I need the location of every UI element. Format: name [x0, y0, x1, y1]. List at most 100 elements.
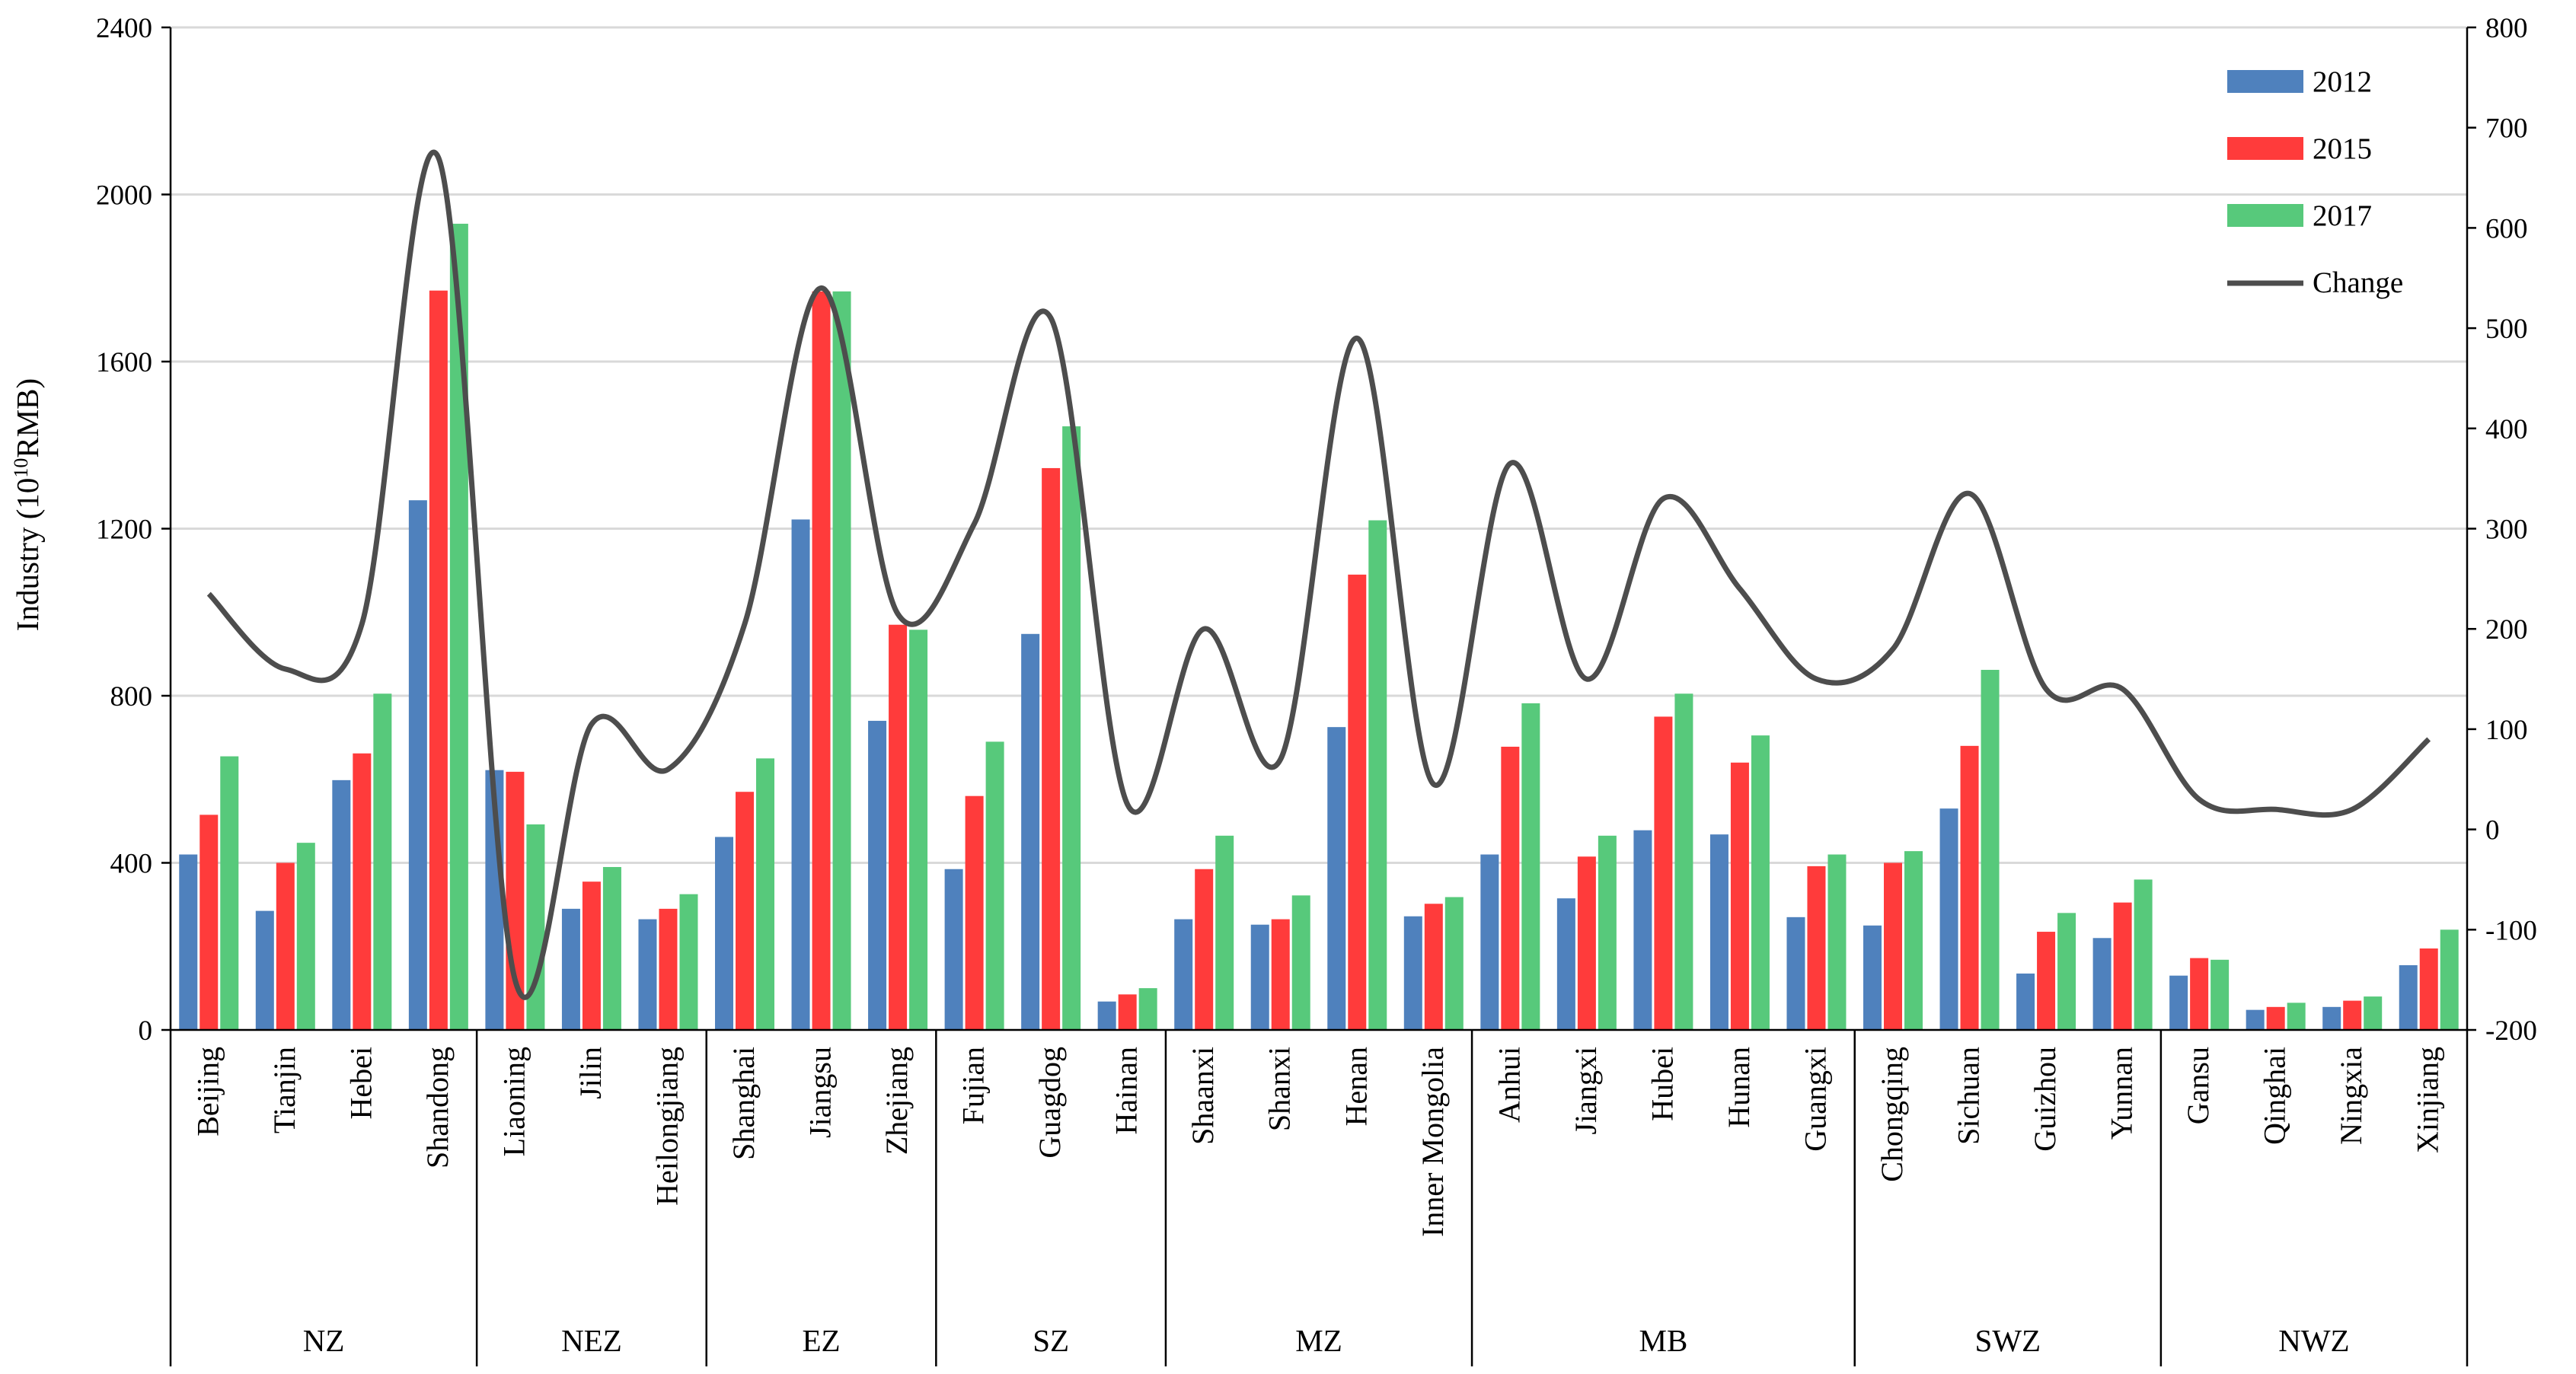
- bar-2012-shanxi: [1250, 924, 1269, 1030]
- bar-2017-guizhou: [2057, 913, 2076, 1030]
- category-label: Jiangxi: [1569, 1047, 1603, 1135]
- bar-2012-hunan: [1709, 834, 1729, 1030]
- left-tick-label: 2400: [96, 13, 152, 44]
- bar-2012-fujian: [944, 869, 963, 1030]
- right-tick-label: 100: [2485, 715, 2528, 746]
- category-label: Hunan: [1722, 1047, 1756, 1128]
- bar-2012-shandong: [408, 500, 427, 1030]
- left-tick-label: 1600: [96, 347, 152, 378]
- category-label: Liaoning: [496, 1047, 531, 1156]
- legend-swatch-2017: [2227, 204, 2303, 227]
- bar-2015-jiangxi: [1577, 856, 1596, 1030]
- bar-2015-jilin: [582, 881, 601, 1030]
- category-label: Chongqing: [1875, 1047, 1909, 1182]
- change-line: [206, 149, 2431, 1000]
- bar-2017-guangxi: [1827, 854, 1847, 1030]
- category-label: Guagdog: [1033, 1047, 1067, 1159]
- bar-2012-qinghai: [2246, 1009, 2265, 1030]
- category-label: Zhejiang: [879, 1047, 914, 1155]
- category-label: Ningxia: [2334, 1047, 2368, 1145]
- bar-2017-hainan: [1138, 988, 1157, 1030]
- category-label: Anhui: [1492, 1047, 1526, 1123]
- bar-2017-qinghai: [2287, 1003, 2306, 1030]
- category-label: Hubei: [1645, 1047, 1679, 1121]
- category-label: Hainan: [1109, 1047, 1144, 1135]
- left-tick-label: 2000: [96, 180, 152, 212]
- bar-2017-hunan: [1751, 735, 1770, 1030]
- bar-2015-guagdog: [1042, 467, 1061, 1030]
- bar-2012-xinjiang: [2399, 964, 2418, 1030]
- legend: 2012 2015 2017 Change: [2227, 65, 2403, 299]
- bar-2017-heilongjiang: [679, 894, 698, 1030]
- bar-2015-guizhou: [2037, 932, 2056, 1030]
- bar-2017-jiangsu: [832, 291, 851, 1030]
- bar-2017-fujian: [985, 741, 1004, 1030]
- bar-2012-hebei: [332, 779, 351, 1030]
- bar-2015-hubei: [1654, 716, 1673, 1030]
- bar-2015-hunan: [1730, 762, 1749, 1030]
- category-label: Heilongjiang: [650, 1047, 684, 1206]
- bar-2017-guagdog: [1062, 426, 1081, 1030]
- category-label: Gansu: [2181, 1047, 2215, 1124]
- bar-2015-chongqing: [1884, 862, 1902, 1030]
- bar-2017-anhui: [1521, 703, 1540, 1030]
- bar-2012-ningxia: [2322, 1006, 2341, 1030]
- group-label: SZ: [1033, 1323, 1069, 1358]
- bar-2015-shandong: [429, 290, 448, 1030]
- group-label: NWZ: [2278, 1323, 2349, 1358]
- bar-2012-hubei: [1633, 830, 1652, 1030]
- bars: [179, 223, 2459, 1031]
- bar-2015-heilongjiang: [659, 908, 678, 1030]
- category-label: Shandong: [420, 1047, 455, 1168]
- bar-2017-chongqing: [1904, 851, 1923, 1030]
- right-tick-label: 200: [2485, 614, 2528, 646]
- bar-2017-yunnan: [2134, 879, 2153, 1030]
- right-tick-label: 600: [2485, 213, 2528, 244]
- group-label: MZ: [1295, 1323, 1342, 1358]
- bar-2015-shanxi: [1271, 919, 1290, 1030]
- bar-2015-sichuan: [1960, 745, 1979, 1030]
- right-tick-label: 700: [2485, 113, 2528, 145]
- bar-2015-tianjin: [276, 862, 295, 1030]
- category-label: Hebei: [343, 1047, 378, 1120]
- category-label: Yunnan: [2105, 1047, 2139, 1140]
- category-label: Inner Mongolia: [1416, 1047, 1450, 1237]
- legend-label: Change: [2313, 266, 2403, 299]
- bar-2017-jilin: [602, 866, 621, 1030]
- bar-2012-sichuan: [1939, 808, 1958, 1030]
- bar-2012-gansu: [2169, 975, 2188, 1030]
- bar-2017-zhejiang: [909, 630, 928, 1030]
- bar-2012-yunnan: [2092, 938, 2112, 1030]
- category-label: Tianjin: [267, 1047, 302, 1133]
- bar-2017-shanxi: [1291, 895, 1310, 1030]
- category-labels: Beijing Tianjin Hebei Shandong Liaoning Jilin…: [190, 1047, 2444, 1237]
- bar-2015-jiangsu: [812, 291, 831, 1030]
- bar-2012-guagdog: [1021, 633, 1040, 1030]
- change-line-series: [206, 149, 2431, 1000]
- category-label: Sichuan: [1952, 1047, 1986, 1145]
- right-tick-label: -200: [2485, 1015, 2537, 1047]
- right-tick-label: 800: [2485, 13, 2528, 44]
- category-label: Jiangsu: [803, 1047, 838, 1138]
- left-axis-ticks: 0 400 800 1200 1600 2000 2400: [96, 13, 171, 1047]
- bar-2012-guizhou: [2016, 973, 2035, 1030]
- bar-2017-hubei: [1674, 693, 1693, 1030]
- bar-2017-xinjiang: [2440, 929, 2459, 1030]
- category-label: Guizhou: [2028, 1047, 2062, 1152]
- legend-label: 2015: [2313, 132, 2372, 165]
- group-label: SWZ: [1975, 1323, 2041, 1358]
- bar-2015-anhui: [1501, 746, 1520, 1030]
- bar-2015-inner-mongolia: [1424, 904, 1443, 1030]
- group-labels: NZ NEZ EZ SZ MZ MB SWZ NWZ: [169, 1030, 2469, 1366]
- category-label: Jilin: [573, 1047, 608, 1099]
- bar-2012-jiangxi: [1556, 898, 1575, 1030]
- bar-2017-hebei: [373, 693, 392, 1030]
- bar-2015-gansu: [2190, 958, 2209, 1030]
- legend-label: 2012: [2313, 65, 2372, 98]
- group-label: NEZ: [561, 1323, 622, 1358]
- right-tick-label: 300: [2485, 515, 2528, 546]
- bar-2015-qinghai: [2266, 1006, 2285, 1030]
- group-label: MB: [1639, 1323, 1687, 1358]
- bar-2015-beijing: [200, 815, 219, 1030]
